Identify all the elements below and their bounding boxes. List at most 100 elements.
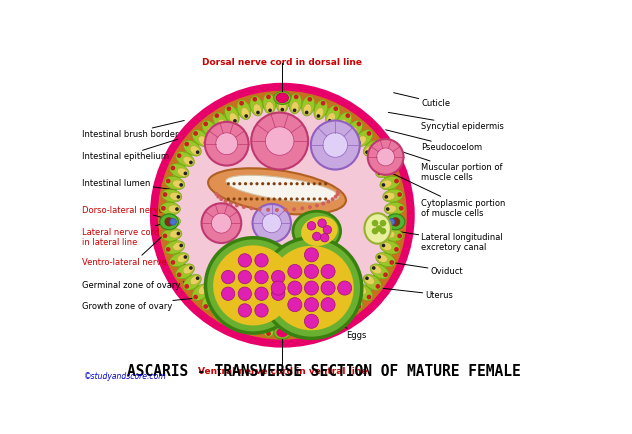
- Circle shape: [334, 195, 337, 199]
- Circle shape: [372, 220, 379, 227]
- Circle shape: [252, 98, 257, 102]
- Circle shape: [255, 254, 268, 267]
- Circle shape: [256, 316, 260, 320]
- Circle shape: [323, 134, 348, 158]
- Ellipse shape: [250, 97, 263, 117]
- Ellipse shape: [190, 276, 200, 285]
- Circle shape: [281, 319, 284, 323]
- Ellipse shape: [276, 94, 288, 103]
- Circle shape: [226, 319, 231, 324]
- Ellipse shape: [276, 94, 288, 103]
- Circle shape: [328, 120, 332, 123]
- Circle shape: [162, 193, 167, 197]
- Circle shape: [308, 206, 312, 210]
- Ellipse shape: [381, 181, 392, 189]
- Text: Oviduct: Oviduct: [389, 263, 463, 276]
- Circle shape: [196, 277, 200, 280]
- Circle shape: [337, 281, 352, 296]
- Circle shape: [174, 107, 391, 324]
- Ellipse shape: [291, 318, 299, 329]
- Ellipse shape: [371, 157, 382, 166]
- Ellipse shape: [162, 190, 182, 203]
- Ellipse shape: [170, 193, 181, 201]
- Circle shape: [238, 254, 252, 267]
- Ellipse shape: [289, 317, 301, 337]
- Ellipse shape: [384, 216, 404, 229]
- Text: Intestinal brush border: Intestinal brush border: [82, 121, 185, 138]
- Circle shape: [318, 220, 326, 228]
- Circle shape: [284, 198, 287, 201]
- Circle shape: [300, 207, 304, 211]
- Ellipse shape: [315, 312, 324, 323]
- Circle shape: [271, 281, 285, 296]
- Circle shape: [375, 284, 380, 289]
- Ellipse shape: [325, 106, 340, 125]
- Ellipse shape: [274, 92, 291, 105]
- Text: Eggs: Eggs: [315, 307, 367, 339]
- Circle shape: [250, 198, 253, 201]
- Circle shape: [320, 102, 325, 106]
- Circle shape: [258, 208, 262, 212]
- Circle shape: [233, 198, 236, 201]
- Circle shape: [377, 172, 381, 176]
- Circle shape: [296, 183, 299, 186]
- Ellipse shape: [384, 193, 395, 201]
- Ellipse shape: [346, 121, 363, 139]
- Circle shape: [150, 84, 415, 348]
- Circle shape: [189, 266, 193, 270]
- Circle shape: [193, 132, 198, 136]
- Circle shape: [261, 183, 264, 186]
- Circle shape: [394, 247, 399, 252]
- Circle shape: [196, 151, 200, 155]
- Ellipse shape: [160, 216, 181, 229]
- Circle shape: [244, 183, 247, 186]
- Circle shape: [177, 154, 181, 159]
- Circle shape: [212, 295, 216, 298]
- Ellipse shape: [208, 294, 217, 304]
- Ellipse shape: [160, 214, 178, 230]
- Circle shape: [319, 183, 322, 186]
- Circle shape: [323, 226, 332, 234]
- Circle shape: [394, 179, 399, 184]
- Circle shape: [368, 140, 403, 175]
- Circle shape: [239, 325, 244, 330]
- Circle shape: [399, 207, 404, 211]
- Ellipse shape: [250, 315, 263, 335]
- Circle shape: [267, 198, 270, 201]
- Circle shape: [177, 273, 181, 278]
- Circle shape: [289, 183, 293, 186]
- Ellipse shape: [356, 285, 366, 295]
- Circle shape: [266, 208, 270, 212]
- Circle shape: [346, 312, 350, 317]
- Circle shape: [357, 141, 361, 145]
- Circle shape: [166, 99, 399, 332]
- Circle shape: [305, 248, 319, 262]
- Ellipse shape: [301, 97, 315, 117]
- Text: Lateral longitudinal
excretory canal: Lateral longitudinal excretory canal: [382, 229, 503, 252]
- Ellipse shape: [336, 113, 352, 132]
- Circle shape: [319, 198, 322, 201]
- Circle shape: [212, 214, 231, 233]
- Circle shape: [278, 183, 281, 186]
- Circle shape: [233, 183, 236, 186]
- Ellipse shape: [346, 293, 363, 310]
- Ellipse shape: [218, 301, 227, 312]
- Circle shape: [348, 295, 352, 298]
- Circle shape: [320, 325, 325, 330]
- Circle shape: [398, 234, 402, 239]
- Text: Uterus: Uterus: [383, 289, 453, 299]
- Ellipse shape: [266, 318, 274, 329]
- Circle shape: [171, 166, 175, 171]
- Circle shape: [367, 295, 372, 300]
- Ellipse shape: [380, 177, 400, 190]
- Circle shape: [377, 256, 381, 259]
- Ellipse shape: [291, 102, 299, 114]
- Text: Ventro-lateral nerve cord: Ventro-lateral nerve cord: [82, 228, 188, 266]
- Circle shape: [158, 92, 407, 340]
- Ellipse shape: [192, 284, 209, 301]
- Circle shape: [305, 112, 308, 115]
- Ellipse shape: [380, 241, 400, 255]
- Ellipse shape: [241, 108, 249, 119]
- Text: ©studyandscore.com: ©studyandscore.com: [85, 371, 167, 380]
- Circle shape: [336, 190, 340, 194]
